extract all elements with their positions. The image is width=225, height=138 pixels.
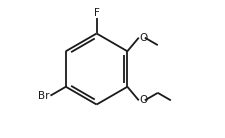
Text: F: F (93, 8, 99, 18)
Text: O: O (139, 33, 147, 43)
Text: O: O (139, 95, 147, 105)
Text: Br: Br (38, 91, 50, 101)
